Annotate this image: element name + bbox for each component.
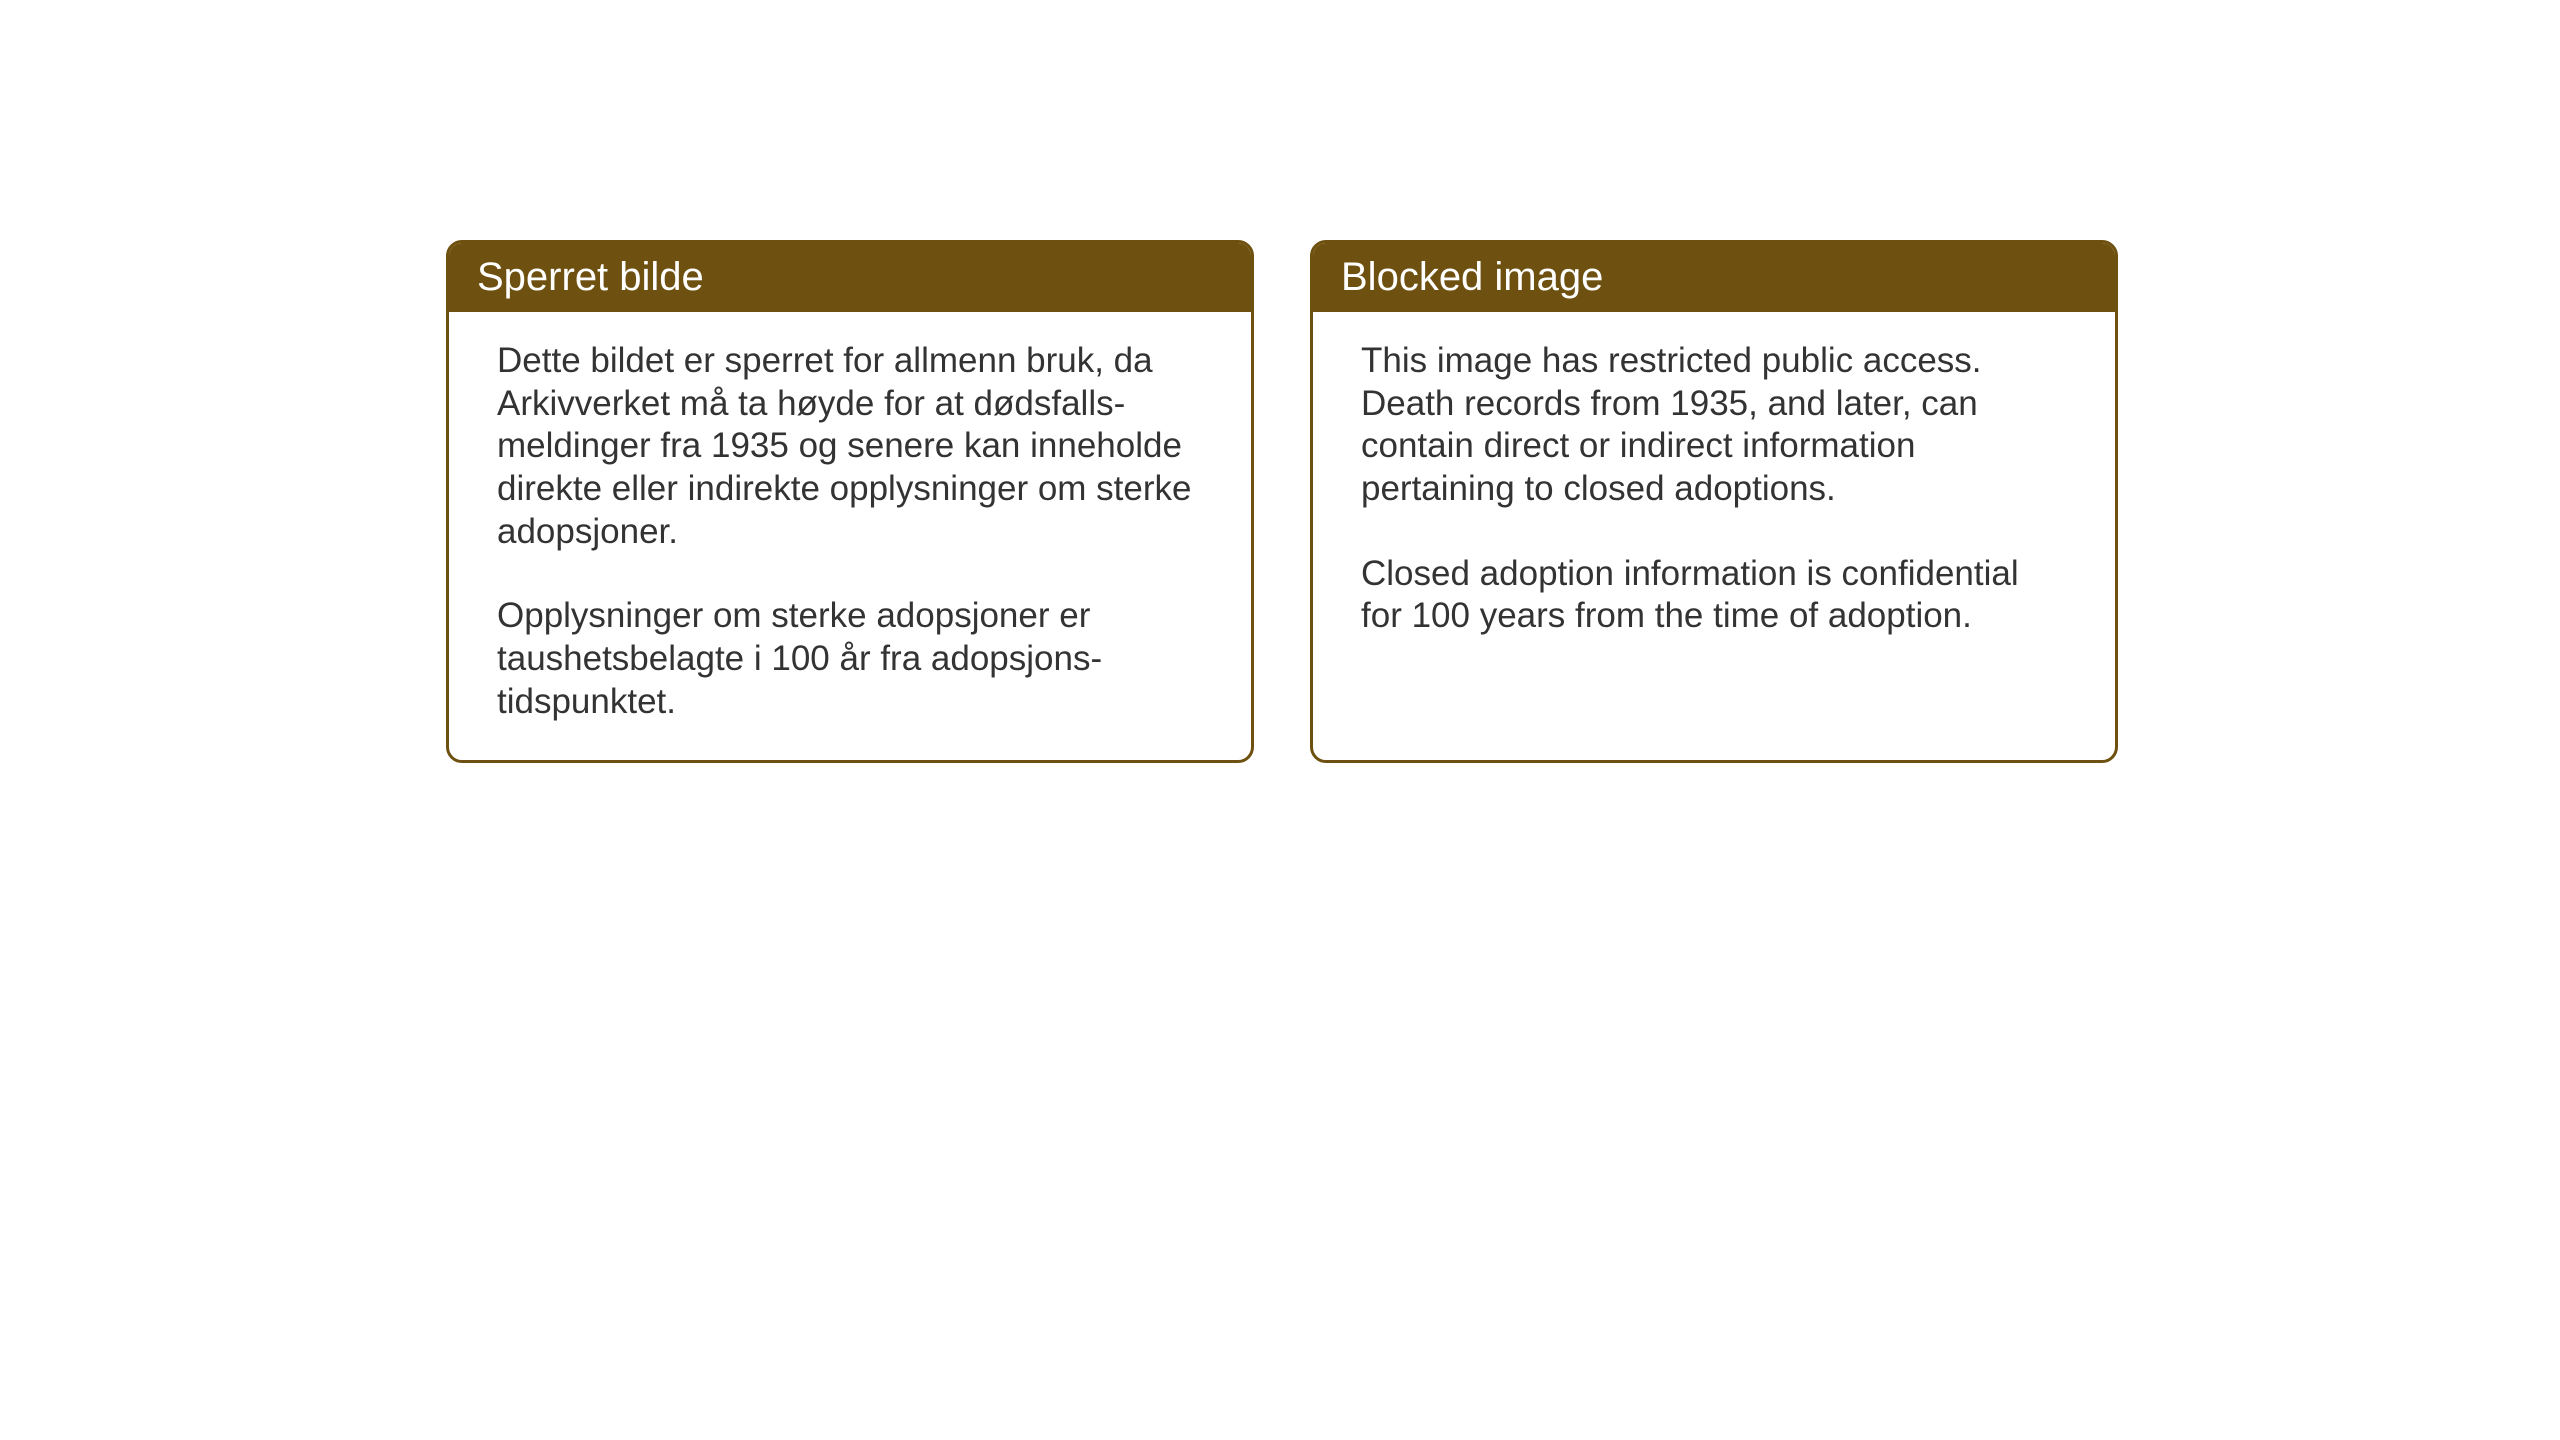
card-title-norwegian: Sperret bilde	[477, 255, 704, 299]
card-body-norwegian: Dette bildet er sperret for allmenn bruk…	[449, 312, 1251, 760]
card-paragraph-1-english: This image has restricted public access.…	[1361, 340, 2067, 511]
card-header-norwegian: Sperret bilde	[449, 243, 1251, 312]
notice-card-english: Blocked image This image has restricted …	[1310, 240, 2118, 763]
card-paragraph-2-english: Closed adoption information is confident…	[1361, 553, 2067, 638]
notice-cards-container: Sperret bilde Dette bildet er sperret fo…	[446, 240, 2118, 763]
card-paragraph-1-norwegian: Dette bildet er sperret for allmenn bruk…	[497, 340, 1203, 553]
card-body-english: This image has restricted public access.…	[1313, 312, 2115, 742]
card-title-english: Blocked image	[1341, 255, 1603, 299]
card-paragraph-2-norwegian: Opplysninger om sterke adopsjoner er tau…	[497, 595, 1203, 723]
card-header-english: Blocked image	[1313, 243, 2115, 312]
notice-card-norwegian: Sperret bilde Dette bildet er sperret fo…	[446, 240, 1254, 763]
